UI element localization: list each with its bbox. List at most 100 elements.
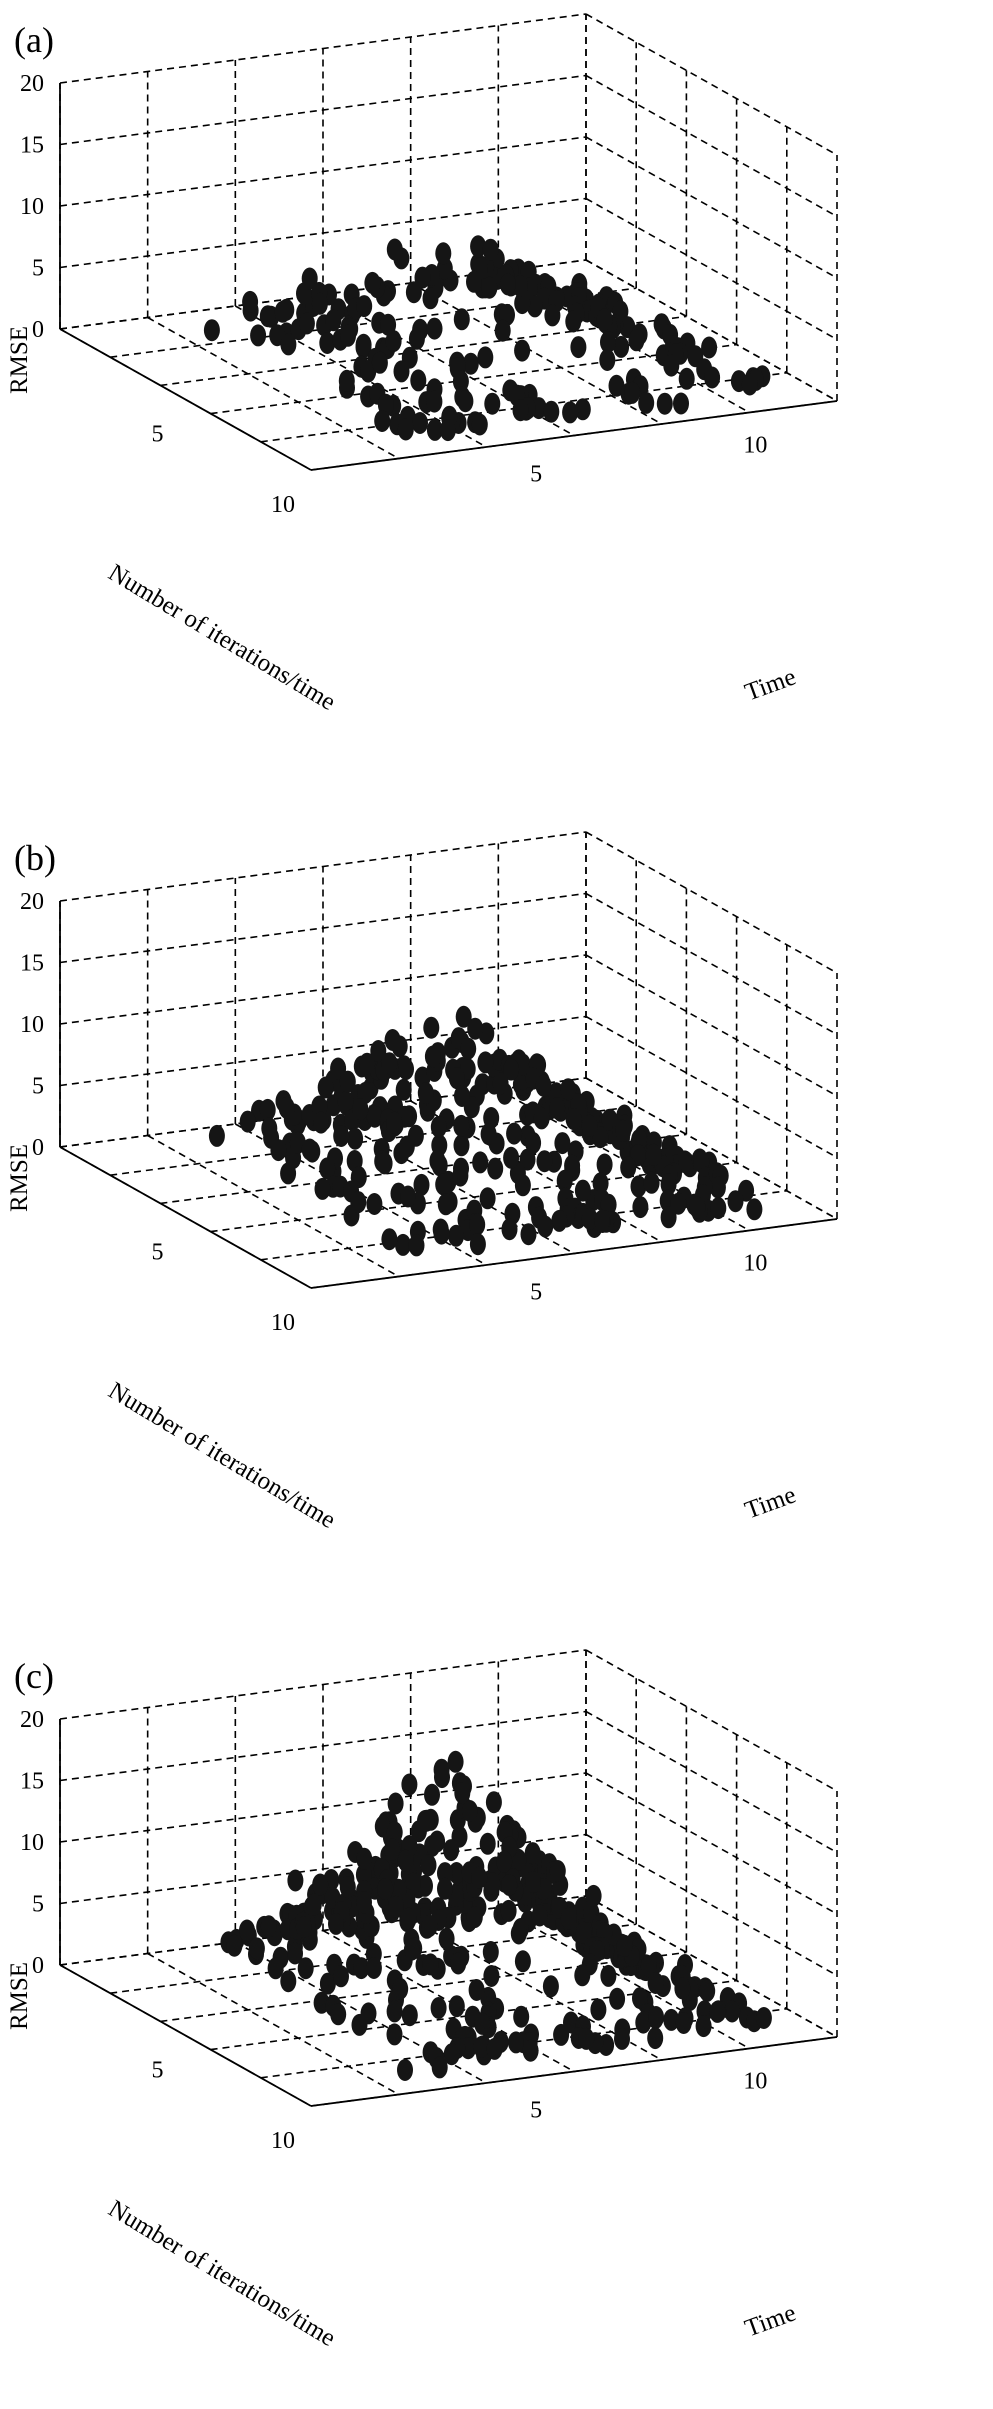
scatter-point <box>311 1095 328 1118</box>
scatter-point <box>575 1921 592 1944</box>
scatter-point <box>250 324 267 347</box>
scatter-point <box>565 1108 582 1131</box>
tick-labels: 0 5 10 15 20 5 10 5 10 <box>20 889 767 1336</box>
scatter-point <box>499 273 516 296</box>
scatter-point <box>386 1111 403 1134</box>
scatter-point <box>543 400 560 423</box>
scatter-point <box>560 1078 577 1101</box>
grid-lines <box>59 13 838 471</box>
scatter-point <box>453 1114 470 1137</box>
scatter-point <box>501 1218 518 1241</box>
y-tick-label: 10 <box>743 1251 767 1277</box>
scatter-point <box>533 1107 550 1130</box>
scatter-point <box>457 390 474 413</box>
y-axis-title: Time <box>741 663 799 706</box>
scatter-point <box>514 1174 531 1197</box>
scatter-point <box>462 352 479 375</box>
scatter-point <box>426 390 443 413</box>
scatter-point <box>401 1773 418 1796</box>
scatter-point <box>448 1224 465 1247</box>
scatter-point <box>461 1800 478 1822</box>
grid-line <box>585 136 838 279</box>
y-axis-line <box>310 2036 838 2107</box>
grid-line <box>160 1133 687 1205</box>
scatter-point <box>632 1987 648 2010</box>
scatter-point <box>366 1105 383 1128</box>
y-tick-label: 10 <box>743 433 767 459</box>
scatter-point <box>549 1860 566 1882</box>
scatter-point <box>259 1098 276 1121</box>
scatter-point <box>433 1758 450 1781</box>
scatter-point <box>484 392 501 415</box>
x-tick-label: 10 <box>271 2128 295 2154</box>
scatter-point <box>405 281 422 304</box>
scatter-point <box>524 1842 541 1865</box>
scatter-point <box>560 1907 577 1930</box>
scatter-point <box>470 235 487 258</box>
z-tick-label: 5 <box>32 1892 44 1918</box>
scatter-point <box>297 1957 314 1980</box>
y-axis-line <box>310 1218 838 1289</box>
scatter-point <box>371 351 388 374</box>
scatter-point <box>600 1193 617 1216</box>
scatter-point <box>339 1070 356 1093</box>
scatter-point <box>492 1072 509 1095</box>
scatter-point <box>319 1157 336 1180</box>
axis-lines <box>59 83 838 471</box>
scatter-point <box>298 312 315 335</box>
z-tick-label: 20 <box>20 71 44 97</box>
panel-b: (b) RMSE Number of iterations/time Time … <box>6 831 838 1534</box>
scatter-point <box>239 1110 256 1133</box>
x-tick-label: 5 <box>152 2058 164 2084</box>
scatter-point <box>353 1957 370 1980</box>
x-axis-title: Number of iterations/time <box>104 1377 340 1534</box>
scatter-point <box>624 381 641 404</box>
scatter-point <box>401 2004 418 2027</box>
scatter-point <box>384 1838 401 1861</box>
x-tick-label: 5 <box>152 422 164 448</box>
scatter-point <box>381 1052 398 1075</box>
scatter-point <box>460 1037 477 1060</box>
scatter-point <box>594 1209 610 1232</box>
axis-lines <box>59 1719 838 2107</box>
scatter-point <box>520 1223 537 1246</box>
scatter-point <box>755 2007 772 2029</box>
scatter-point <box>370 1040 387 1062</box>
scatter-point <box>260 1915 277 1938</box>
scatter-point <box>408 1234 425 1257</box>
z-tick-label: 10 <box>20 194 44 220</box>
scatter-point <box>556 1169 573 1192</box>
scatter-point <box>395 1233 411 1256</box>
scatter-point <box>438 1927 455 1950</box>
scatter-point <box>386 238 403 261</box>
scatter-point <box>510 1922 527 1945</box>
scatter-point <box>473 2036 490 2058</box>
scatter-point <box>503 1146 520 1169</box>
scatter-point <box>417 1082 434 1104</box>
x-tick-label: 10 <box>271 1310 295 1336</box>
panel-c: (c) RMSE Number of iterations/time Time … <box>6 1649 838 2352</box>
scatter-point <box>638 391 655 414</box>
scatter-point <box>410 369 427 392</box>
grid-line <box>585 1649 838 1792</box>
scatter-point <box>632 1196 649 1219</box>
scatter-point <box>390 1878 407 1901</box>
scatter-point <box>596 1153 613 1176</box>
scatter-point <box>359 1052 376 1075</box>
scatter-point <box>482 238 499 261</box>
scatter-point <box>259 305 276 328</box>
x-axis-title: Number of iterations/time <box>104 2195 340 2352</box>
scatter-point <box>660 1173 677 1196</box>
scatter-point <box>468 1979 485 2001</box>
scatter-point <box>496 1850 513 1873</box>
scatter-point <box>350 1191 367 1214</box>
scatter-point <box>453 1134 470 1157</box>
scatter-points <box>208 1005 763 1257</box>
grid-line <box>585 892 838 1036</box>
z-tick-label: 20 <box>20 1707 44 1733</box>
scatter-point <box>486 2037 503 2060</box>
y-tick-label: 5 <box>530 2097 542 2123</box>
y-axis-title: Time <box>741 1481 799 1524</box>
z-axis-title: RMSE <box>6 326 33 394</box>
y-axis-line <box>310 400 838 471</box>
